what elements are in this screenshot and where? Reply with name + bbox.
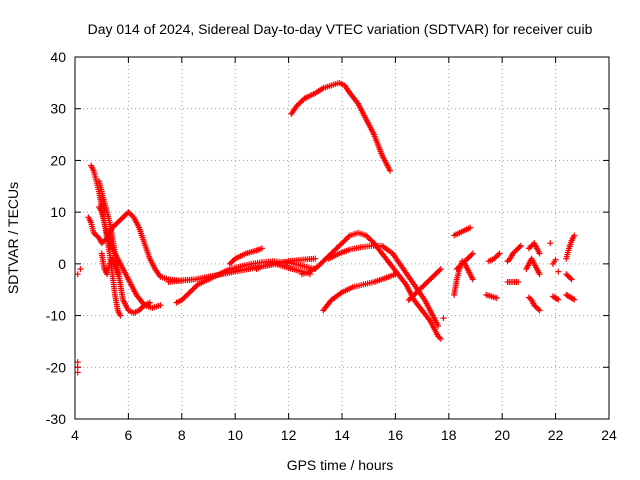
data-point	[571, 232, 578, 239]
data-points	[74, 79, 578, 376]
isolated-point	[74, 369, 81, 376]
data-point	[157, 302, 164, 309]
data-point	[146, 299, 153, 306]
data-point	[392, 271, 399, 278]
data-point-fill	[567, 275, 574, 282]
x-axis-label: GPS time / hours	[287, 457, 394, 473]
data-point	[437, 266, 444, 273]
data-point	[571, 296, 578, 303]
data-point-fill	[436, 267, 443, 274]
data-point	[517, 242, 524, 249]
isolated-point	[555, 268, 562, 275]
x-tick-label: 8	[178, 427, 186, 443]
data-point	[536, 250, 543, 257]
data-point	[114, 271, 121, 278]
isolated-point	[547, 240, 554, 247]
data-point-fill	[553, 295, 560, 302]
x-tick-label: 10	[227, 427, 243, 443]
data-point	[496, 250, 503, 257]
data-point	[387, 167, 394, 174]
y-tick-label: 10	[50, 204, 66, 220]
x-tick-label: 20	[494, 427, 510, 443]
plot-frame	[74, 56, 610, 420]
x-tick-label: 4	[71, 427, 79, 443]
isolated-point	[74, 271, 81, 278]
data-point	[258, 245, 265, 252]
data-point-fill	[193, 282, 200, 289]
y-tick-label: 30	[50, 101, 66, 117]
data-point	[555, 296, 562, 303]
data-point-fill	[140, 303, 147, 310]
isolated-point	[440, 315, 447, 322]
x-tick-label: 22	[548, 427, 564, 443]
data-point	[469, 250, 476, 257]
data-point-fill	[94, 233, 101, 240]
x-tick-label: 6	[125, 427, 133, 443]
data-point-fill	[527, 295, 534, 302]
data-point-fill	[569, 295, 576, 302]
x-tick-label: 14	[334, 427, 350, 443]
data-point-fill	[230, 256, 237, 263]
x-tick-label: 16	[388, 427, 404, 443]
data-point-fill	[505, 256, 512, 263]
data-point	[117, 312, 124, 319]
y-tick-label: 20	[50, 152, 66, 168]
data-point	[437, 335, 444, 342]
y-tick-label: -30	[46, 411, 66, 427]
data-point	[515, 278, 522, 285]
y-tick-label: 40	[50, 49, 66, 65]
data-point	[493, 294, 500, 301]
data-point	[435, 322, 442, 329]
data-point-fill	[300, 96, 307, 103]
y-tick-label: 0	[58, 256, 66, 272]
grid	[75, 57, 609, 419]
data-point-fill	[495, 251, 502, 258]
y-tick-label: -20	[46, 359, 66, 375]
x-tick-label: 24	[601, 427, 617, 443]
isolated-point	[74, 359, 81, 366]
data-point	[312, 255, 319, 262]
y-tick-labels: -30 -20 -10 0 10 20 30 40	[46, 49, 66, 427]
data-point	[536, 271, 543, 278]
x-tick-label: 18	[441, 427, 457, 443]
data-point-fill	[436, 334, 443, 341]
data-point	[568, 276, 575, 283]
y-tick-label: -10	[46, 308, 66, 324]
data-point	[469, 276, 476, 283]
data-point-fill	[468, 251, 475, 258]
data-point	[467, 224, 474, 231]
data-point-fill	[535, 306, 542, 313]
data-point	[536, 307, 543, 314]
data-point	[552, 256, 559, 263]
x-tick-labels: 4 6 8 10 12 14 16 18 20 22 24	[71, 427, 617, 443]
isolated-point	[77, 266, 84, 273]
x-tick-label: 12	[281, 427, 297, 443]
y-axis-label: SDTVAR / TECUs	[5, 182, 21, 294]
data-point-fill	[345, 233, 352, 240]
data-point-fill	[129, 213, 136, 220]
chart-title: Day 014 of 2024, Sidereal Day-to-day VTE…	[88, 21, 593, 37]
data-point-fill	[516, 244, 523, 251]
isolated-point	[74, 364, 81, 371]
